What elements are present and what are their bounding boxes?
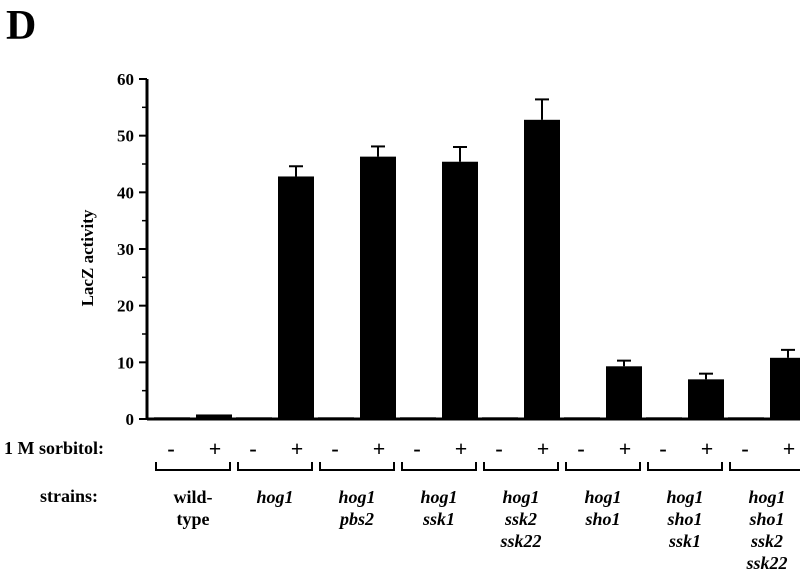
bar	[482, 417, 518, 419]
sorbitol-plus-label: +	[619, 436, 632, 461]
sorbitol-plus-label: +	[537, 436, 550, 461]
sorbitol-minus-label: -	[495, 436, 502, 461]
strain-label-line: pbs2	[339, 509, 374, 529]
bar	[360, 156, 396, 419]
sorbitol-minus-label: -	[577, 436, 584, 461]
y-tick-label: 60	[117, 70, 134, 89]
strain-label-line: sho1	[749, 509, 785, 529]
strain-label: hog1 sho1	[563, 486, 643, 530]
sorbitol-minus-label: -	[167, 436, 174, 461]
sorbitol-plus-label: +	[209, 436, 222, 461]
group-bracket	[565, 462, 641, 471]
group-bracket	[401, 462, 477, 471]
strain-label: hog1 ssk1	[399, 486, 479, 530]
strain-label-line: hog1	[338, 487, 376, 507]
bar	[154, 417, 190, 419]
strain-label-line: hog1	[256, 487, 294, 507]
strain-label-line: ssk22	[500, 531, 542, 551]
bar	[564, 417, 600, 419]
bar	[442, 161, 478, 419]
strain-label: hog1 ssk2 ssk22	[481, 486, 561, 552]
strain-label-line: sho1	[585, 509, 621, 529]
strain-label-line: hog1	[748, 487, 786, 507]
y-tick-label: 30	[117, 240, 134, 259]
strain-label-line: ssk2	[504, 509, 537, 529]
strain-label-line: ssk1	[668, 531, 701, 551]
group-bracket	[483, 462, 559, 471]
bar	[646, 417, 682, 419]
sorbitol-plus-label: +	[291, 436, 304, 461]
strain-label-line: sho1	[667, 509, 703, 529]
sorbitol-plus-label: +	[783, 436, 796, 461]
group-bracket	[729, 462, 800, 471]
strain-label-line: ssk1	[422, 509, 455, 529]
strain-label: hog1 sho1 ssk2 ssk22	[727, 486, 800, 574]
bar	[236, 417, 272, 419]
strain-label-line: hog1	[420, 487, 458, 507]
sorbitol-minus-label: -	[331, 436, 338, 461]
sorbitol-row-label: 1 M sorbitol:	[4, 438, 104, 458]
strain-label: wild-type	[153, 486, 233, 530]
sorbitol-plus-label: +	[455, 436, 468, 461]
sorbitol-plus-label: +	[701, 436, 714, 461]
bar	[688, 379, 724, 419]
bar	[524, 119, 560, 420]
bar	[728, 417, 764, 419]
sorbitol-minus-label: -	[413, 436, 420, 461]
strain-label-line: wild-	[173, 487, 213, 507]
group-bracket	[647, 462, 723, 471]
strain-label: hog1 sho1 ssk1	[645, 486, 725, 552]
strain-label-line: ssk22	[746, 553, 788, 573]
y-tick-label: 50	[117, 127, 134, 146]
bar	[770, 357, 800, 419]
sorbitol-minus-label: -	[741, 436, 748, 461]
bar	[400, 417, 436, 419]
bar	[196, 414, 232, 419]
sorbitol-minus-label: -	[659, 436, 666, 461]
bar	[318, 417, 354, 419]
strain-label: hog1	[235, 486, 315, 508]
strain-label-line: type	[176, 509, 210, 529]
strain-label-line: hog1	[502, 487, 540, 507]
strain-label-line: hog1	[666, 487, 704, 507]
strain-label-line: ssk2	[750, 531, 783, 551]
sorbitol-plus-label: +	[373, 436, 386, 461]
panel-label: D	[6, 3, 37, 49]
bar	[606, 366, 642, 419]
y-tick-label: 10	[117, 353, 134, 372]
y-tick-label: 0	[126, 410, 135, 429]
strain-label-line: hog1	[584, 487, 622, 507]
group-bracket	[237, 462, 313, 471]
strains-row-label: strains:	[40, 486, 98, 506]
strain-label: hog1 pbs2	[317, 486, 397, 530]
y-tick-label: 40	[117, 183, 134, 202]
group-bracket	[319, 462, 395, 471]
group-bracket	[155, 462, 231, 471]
sorbitol-minus-label: -	[249, 436, 256, 461]
bar	[278, 176, 314, 419]
y-tick-label: 20	[117, 297, 134, 316]
